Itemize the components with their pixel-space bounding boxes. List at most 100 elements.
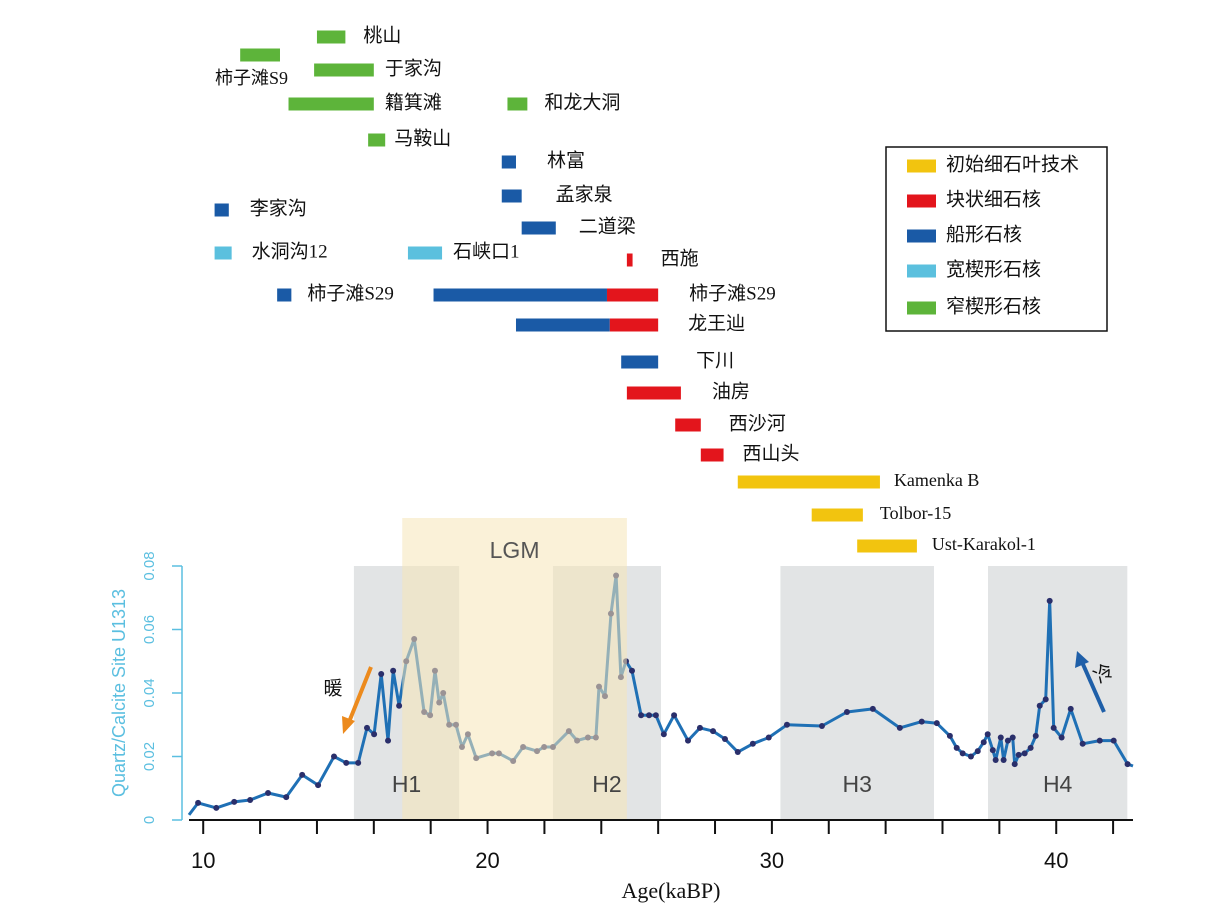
site-label: 石峡口1 xyxy=(453,240,520,262)
y-tick-label: 0.02 xyxy=(141,742,158,771)
range-bar xyxy=(277,288,292,302)
legend-swatch xyxy=(907,194,936,208)
y-axis-label: Quartz/Calcite Site U1313 xyxy=(109,589,129,797)
legend-label: 窄楔形石核 xyxy=(946,295,1041,317)
data-point xyxy=(933,720,940,727)
data-point xyxy=(696,724,703,731)
legend-box xyxy=(885,146,1108,332)
data-point xyxy=(918,718,925,725)
legend-label: 船形石核 xyxy=(946,223,1022,245)
data-point xyxy=(343,759,350,766)
legend-swatch xyxy=(907,229,936,243)
period-label: H2 xyxy=(592,771,621,797)
site-label: 柿子滩S9 xyxy=(215,68,288,88)
range-bar xyxy=(240,48,280,62)
site-label: 籍箕滩 xyxy=(385,91,442,113)
period-band xyxy=(987,566,1128,820)
data-point xyxy=(734,749,741,756)
data-point xyxy=(390,667,397,674)
range-bar xyxy=(288,97,374,111)
data-point xyxy=(1021,750,1028,757)
data-point xyxy=(765,734,772,741)
range-bar xyxy=(857,539,917,553)
data-point xyxy=(1027,744,1034,751)
legend-swatch xyxy=(907,159,936,173)
y-tick-label: 0.04 xyxy=(141,678,158,707)
data-point xyxy=(195,799,202,806)
range-bar xyxy=(626,386,681,400)
legend-label: 块状细石核 xyxy=(946,188,1041,210)
data-point xyxy=(247,796,254,803)
range-bar xyxy=(621,355,659,369)
range-bar xyxy=(314,63,374,77)
site-label: Kamenka B xyxy=(894,470,979,490)
cold-arrowhead xyxy=(1075,651,1089,668)
data-point xyxy=(1004,737,1011,744)
site-label: 龙王辿 xyxy=(688,312,745,334)
data-point xyxy=(818,723,825,730)
site-label: 西施 xyxy=(661,247,699,269)
site-label: 柿子滩S29 xyxy=(307,282,394,304)
data-point xyxy=(660,731,667,738)
site-label: 桃山 xyxy=(363,24,401,46)
range-bar xyxy=(501,155,516,169)
legend-label: 宽楔形石核 xyxy=(946,258,1041,280)
data-point xyxy=(1058,734,1065,741)
data-point xyxy=(1036,702,1043,709)
range-bar xyxy=(626,253,633,267)
period-label: LGM xyxy=(490,537,540,563)
data-point xyxy=(283,794,290,801)
data-point xyxy=(997,734,1004,741)
site-label: Tolbor-15 xyxy=(880,503,951,523)
data-point xyxy=(1124,761,1131,768)
range-bar xyxy=(316,30,346,44)
x-tick-label: 30 xyxy=(760,848,784,873)
x-tick-label: 20 xyxy=(475,848,499,873)
period-label: H3 xyxy=(842,771,871,797)
range-bar xyxy=(521,221,556,235)
data-point xyxy=(1050,724,1057,731)
data-point xyxy=(396,702,403,709)
range-bar xyxy=(433,288,607,302)
range-bar xyxy=(214,203,229,217)
x-tick-label: 40 xyxy=(1044,848,1068,873)
range-bar xyxy=(407,246,443,260)
range-bar xyxy=(811,508,863,522)
site-label: 孟家泉 xyxy=(556,183,613,205)
site-label: 西沙河 xyxy=(729,412,786,434)
range-bar xyxy=(515,318,610,332)
data-point xyxy=(946,732,953,739)
range-bar xyxy=(368,133,386,147)
site-label: 油房 xyxy=(712,380,750,402)
data-point xyxy=(1015,751,1022,758)
site-label: 于家沟 xyxy=(385,57,442,79)
data-point xyxy=(959,750,966,757)
range-bar xyxy=(737,475,880,489)
data-point xyxy=(967,753,974,760)
warm-arrow xyxy=(347,666,373,723)
range-bar xyxy=(675,418,701,432)
legend-label: 初始细石叶技术 xyxy=(946,153,1079,175)
data-point xyxy=(646,712,653,719)
data-point xyxy=(843,709,850,716)
data-point xyxy=(1110,737,1117,744)
data-point xyxy=(231,798,238,805)
data-point xyxy=(749,740,756,747)
warm-arrowhead xyxy=(342,716,355,734)
period-label: H1 xyxy=(392,771,421,797)
site-label: 柿子滩S29 xyxy=(689,282,776,304)
y-tick-label: 0 xyxy=(141,816,158,824)
range-bar xyxy=(700,448,724,462)
range-bar xyxy=(507,97,528,111)
data-point xyxy=(869,705,876,712)
data-point xyxy=(371,731,378,738)
data-point xyxy=(638,712,645,719)
site-label: 和龙大洞 xyxy=(544,91,620,113)
data-point xyxy=(652,712,659,719)
cold-arrow xyxy=(1080,661,1106,713)
x-axis-label: Age(kaBP) xyxy=(622,878,721,903)
data-point xyxy=(721,736,728,743)
data-point xyxy=(1096,737,1103,744)
data-point xyxy=(1000,756,1007,763)
